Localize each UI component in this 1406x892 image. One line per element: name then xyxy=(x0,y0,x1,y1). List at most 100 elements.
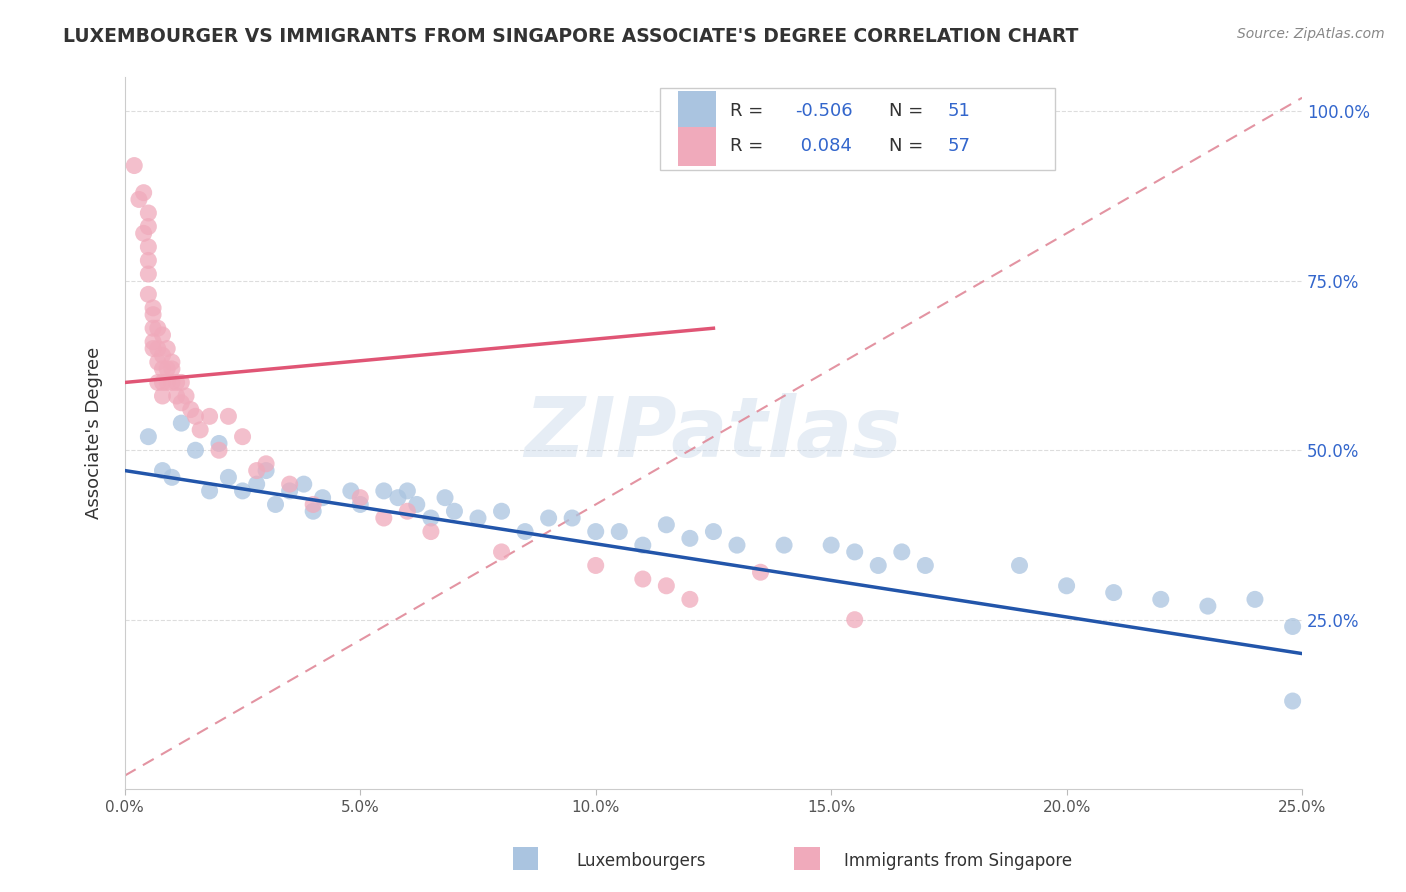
Point xyxy=(160,376,183,390)
Point xyxy=(156,376,179,390)
Point xyxy=(655,579,678,593)
Point xyxy=(138,430,160,444)
Point xyxy=(138,219,160,234)
Point xyxy=(142,334,165,349)
Point xyxy=(302,498,325,512)
Point xyxy=(138,287,160,301)
Point xyxy=(142,308,165,322)
Point xyxy=(152,376,174,390)
Point xyxy=(264,498,287,512)
Point xyxy=(725,538,748,552)
Point xyxy=(138,240,160,254)
Point xyxy=(278,477,301,491)
Point xyxy=(198,409,221,424)
Point xyxy=(655,517,678,532)
Point xyxy=(349,491,371,505)
Point xyxy=(166,376,188,390)
Point xyxy=(513,524,536,539)
Point xyxy=(679,592,702,607)
Point xyxy=(340,483,363,498)
Point xyxy=(396,483,419,498)
Point xyxy=(174,389,197,403)
Point xyxy=(160,362,183,376)
Text: LUXEMBOURGER VS IMMIGRANTS FROM SINGAPORE ASSOCIATE'S DEGREE CORRELATION CHART: LUXEMBOURGER VS IMMIGRANTS FROM SINGAPOR… xyxy=(63,27,1078,45)
Point xyxy=(146,376,169,390)
Point xyxy=(1281,694,1303,708)
Point xyxy=(232,430,254,444)
Point xyxy=(160,470,183,484)
Text: Luxembourgers: Luxembourgers xyxy=(576,852,706,870)
Text: N =: N = xyxy=(889,102,929,120)
Point xyxy=(160,355,183,369)
Text: R =: R = xyxy=(730,102,769,120)
Point xyxy=(585,524,607,539)
Point xyxy=(1244,592,1267,607)
Point xyxy=(820,538,842,552)
Point xyxy=(1102,585,1125,599)
Point xyxy=(122,159,145,173)
Point xyxy=(138,206,160,220)
Point xyxy=(152,348,174,362)
Point xyxy=(1281,619,1303,633)
Point xyxy=(702,524,724,539)
Point xyxy=(773,538,796,552)
Point xyxy=(679,532,702,546)
Point xyxy=(170,416,193,430)
Point xyxy=(138,253,160,268)
Point xyxy=(434,491,457,505)
Point xyxy=(217,470,239,484)
Point xyxy=(184,409,207,424)
Point xyxy=(396,504,419,518)
Point xyxy=(142,321,165,335)
Point xyxy=(138,267,160,281)
Point xyxy=(387,491,409,505)
Point xyxy=(142,342,165,356)
Point xyxy=(198,483,221,498)
Point xyxy=(631,538,654,552)
Point xyxy=(132,186,155,200)
Text: -0.506: -0.506 xyxy=(794,102,852,120)
Text: 0.084: 0.084 xyxy=(794,137,852,155)
Point xyxy=(491,545,513,559)
Point xyxy=(302,504,325,518)
Point xyxy=(184,443,207,458)
Point xyxy=(170,376,193,390)
Point xyxy=(373,511,395,525)
Text: ZIPatlas: ZIPatlas xyxy=(524,392,903,474)
Point xyxy=(537,511,560,525)
Point xyxy=(607,524,630,539)
Point xyxy=(170,396,193,410)
Point xyxy=(419,524,441,539)
Point xyxy=(631,572,654,586)
Point xyxy=(1150,592,1173,607)
Point xyxy=(208,443,231,458)
Point xyxy=(1056,579,1078,593)
Point xyxy=(156,342,179,356)
Y-axis label: Associate's Degree: Associate's Degree xyxy=(86,347,103,519)
Point xyxy=(156,362,179,376)
Point xyxy=(132,227,155,241)
Point xyxy=(128,193,150,207)
Text: N =: N = xyxy=(889,137,929,155)
Point xyxy=(208,436,231,450)
Point xyxy=(232,483,254,498)
Point xyxy=(349,498,371,512)
FancyBboxPatch shape xyxy=(678,91,716,130)
Point xyxy=(1008,558,1031,573)
Point xyxy=(868,558,890,573)
Point xyxy=(311,491,333,505)
Point xyxy=(890,545,912,559)
Point xyxy=(373,483,395,498)
Point xyxy=(254,457,277,471)
Point xyxy=(146,321,169,335)
Text: Source: ZipAtlas.com: Source: ZipAtlas.com xyxy=(1237,27,1385,41)
Point xyxy=(217,409,239,424)
Text: 51: 51 xyxy=(948,102,970,120)
Point xyxy=(278,483,301,498)
Point xyxy=(142,301,165,315)
Point xyxy=(146,355,169,369)
Text: 57: 57 xyxy=(948,137,970,155)
Text: R =: R = xyxy=(730,137,769,155)
Point xyxy=(844,613,866,627)
Point xyxy=(491,504,513,518)
